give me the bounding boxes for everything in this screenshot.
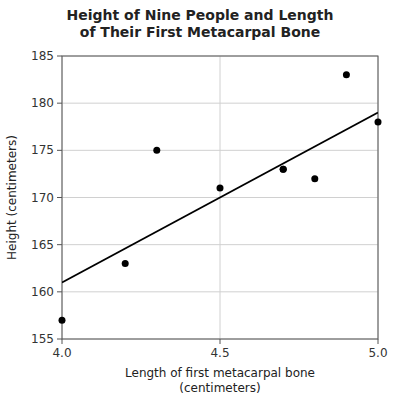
fit-line — [62, 113, 378, 283]
y-grid-line — [62, 291, 378, 292]
y-tick — [57, 197, 62, 198]
y-axis-label: Height (centimeters) — [5, 135, 19, 260]
y-tick-label: 155 — [31, 332, 54, 346]
x-tick — [62, 339, 63, 344]
chart-container: 4.0 4.5 5.0 155 160 165 170 175 180 185 Height of … — [0, 0, 400, 405]
scatter-point — [217, 185, 224, 192]
y-tick-label: 175 — [31, 143, 54, 157]
y-tick-label: 180 — [31, 96, 54, 110]
scatter-point — [280, 166, 287, 173]
scatter-point — [280, 166, 287, 173]
axes: 4.0 4.5 5.0 155 160 165 170 175 180 185 — [31, 49, 387, 360]
x-tick — [220, 339, 221, 344]
x-tick — [378, 339, 379, 344]
title: Height of Nine People and Lengthof Their… — [67, 7, 334, 40]
grid — [62, 56, 378, 339]
y-tick-label: 160 — [31, 285, 54, 299]
x-axis-label: Length of first metacarpal bone(centimet… — [125, 366, 315, 395]
y-tick — [57, 56, 62, 57]
scatter-point — [311, 175, 318, 182]
y-grid-line — [62, 150, 378, 151]
plot-frame — [62, 56, 378, 339]
y-tick — [57, 339, 62, 340]
y-tick — [57, 103, 62, 104]
y-tick-label: 185 — [31, 49, 54, 63]
chart: 4.0 4.5 5.0 155 160 165 170 175 180 185 Height of … — [0, 0, 400, 405]
y-tick — [57, 291, 62, 292]
x-tick-label: 4.5 — [210, 346, 229, 360]
scatter-point — [343, 71, 350, 78]
scatter-point — [375, 119, 382, 126]
y-grid-line — [62, 103, 378, 104]
scatter-series — [59, 71, 382, 323]
y-tick — [57, 244, 62, 245]
scatter-point — [122, 260, 129, 267]
line-series — [62, 113, 378, 283]
x-tick-label: 4.0 — [52, 346, 71, 360]
y-grid-line — [62, 244, 378, 245]
x-tick-label: 5.0 — [368, 346, 387, 360]
y-tick-label: 170 — [31, 191, 54, 205]
background — [0, 0, 400, 405]
y-tick-label: 165 — [31, 238, 54, 252]
scatter-point — [153, 147, 160, 154]
y-tick — [57, 150, 62, 151]
scatter-point — [59, 317, 66, 324]
